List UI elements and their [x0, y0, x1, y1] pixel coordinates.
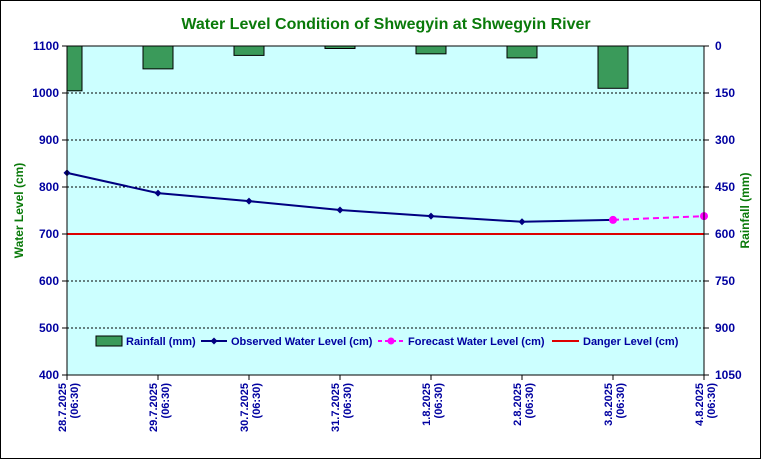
plot-area [67, 46, 704, 375]
x-tick-date: 3.8.2025 [603, 383, 615, 426]
x-tick-time: (06:30) [433, 383, 445, 419]
x-tick-time: (06:30) [251, 383, 263, 419]
right-tick-label: 0 [715, 39, 722, 53]
legend-marker-forecast [387, 337, 395, 345]
plot-border [66, 45, 705, 376]
right-tick-label: 150 [715, 86, 735, 100]
legend-label-danger: Danger Level (cm) [583, 336, 679, 348]
rainfall-bars [66, 45, 629, 92]
observed-point [336, 206, 344, 214]
forecast-point [609, 215, 617, 224]
legend-marker-observed [210, 337, 218, 345]
x-tick-time: (06:30) [706, 383, 718, 419]
line-series [63, 169, 708, 235]
right-tick-label: 600 [715, 227, 735, 241]
left-tick-label: 700 [39, 227, 59, 241]
rainfall-bar [66, 45, 83, 92]
x-tick-time: (06:30) [69, 383, 81, 419]
x-tick-date: 28.7.2025 [57, 383, 69, 432]
legend-label-forecast: Forecast Water Level (cm) [408, 336, 545, 348]
axes [66, 45, 705, 376]
x-tick-time: (06:30) [342, 383, 354, 419]
y-axis-right-title: Rainfall (mm) [738, 172, 752, 248]
left-tick-label: 500 [39, 321, 59, 335]
x-tick-date: 31.7.2025 [330, 383, 342, 432]
forecast-water-level-line [612, 215, 705, 221]
x-axis-ticks: 28.7.2025 (06:30) 29.7.2025 (06:30) 30.7.202… [57, 375, 718, 432]
legend-label-rainfall: Rainfall (mm) [126, 336, 196, 348]
y-axis-left-title: Water Level (cm) [12, 163, 26, 259]
legend: Rainfall (mm) Observed Water Level (cm) … [95, 335, 679, 348]
rainfall-bar [506, 45, 538, 59]
rainfall-bar [415, 45, 447, 55]
x-tick-time: (06:30) [615, 383, 627, 419]
x-tick-date: 4.8.2025 [694, 383, 706, 426]
left-tick-label: 1000 [32, 86, 59, 100]
left-tick-label: 800 [39, 180, 59, 194]
observed-point [154, 189, 162, 197]
x-tick-time: (06:30) [160, 383, 172, 419]
observed-point [245, 197, 253, 205]
right-tick-label: 900 [715, 321, 735, 335]
right-tick-label: 750 [715, 274, 735, 288]
right-tick-label: 300 [715, 133, 735, 147]
x-tick-date: 29.7.2025 [148, 383, 160, 432]
x-tick-time: (06:30) [524, 383, 536, 419]
left-tick-label: 600 [39, 274, 59, 288]
rainfall-bar [142, 45, 174, 70]
observed-point [427, 212, 435, 220]
left-axis-ticks: 400 500 600 700 800 900 1000 1100 [32, 39, 67, 382]
right-tick-label: 1050 [715, 368, 742, 382]
legend-label-observed: Observed Water Level (cm) [231, 336, 373, 348]
left-tick-label: 900 [39, 133, 59, 147]
legend-swatch-rainfall [95, 335, 123, 347]
left-tick-label: 400 [39, 368, 59, 382]
right-tick-label: 450 [715, 180, 735, 194]
chart-title: Water Level Condition of Shwegyin at Shw… [181, 16, 590, 33]
x-tick-date: 1.8.2025 [421, 383, 433, 426]
x-tick-date: 30.7.2025 [239, 383, 251, 432]
right-axis-ticks: 0 150 300 450 600 750 900 1050 [704, 39, 742, 382]
rainfall-bar [597, 45, 629, 89]
rainfall-bar [233, 45, 265, 56]
x-tick-date: 2.8.2025 [512, 383, 524, 426]
left-tick-label: 1100 [33, 39, 59, 53]
observed-point [518, 218, 526, 226]
